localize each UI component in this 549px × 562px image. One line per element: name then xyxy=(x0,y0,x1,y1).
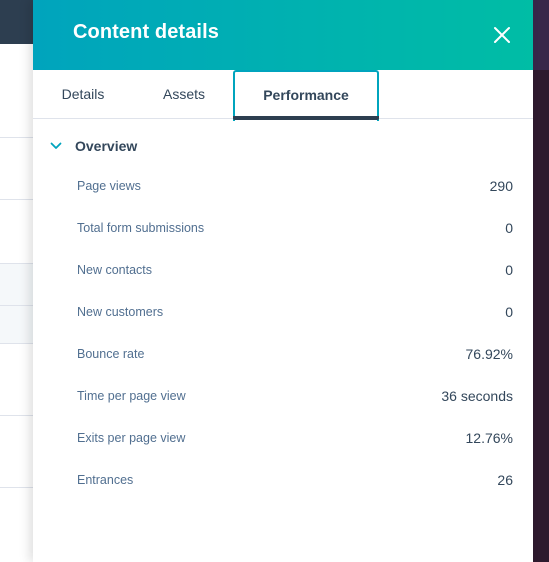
metric-label: New contacts xyxy=(77,263,153,277)
background-divider xyxy=(0,415,40,416)
metric-row-bounce-rate: Bounce rate 76.92% xyxy=(33,334,533,376)
tab-details[interactable]: Details xyxy=(61,86,105,102)
metric-value: 76.92% xyxy=(465,346,513,362)
tab-performance[interactable]: Performance xyxy=(233,70,379,121)
background-right-strip xyxy=(533,0,549,562)
metric-row-entrances: Entrances 26 xyxy=(33,460,533,502)
background-divider xyxy=(0,343,40,344)
metric-label: New customers xyxy=(77,305,164,319)
content-details-panel: Content details Details Assets Performan… xyxy=(33,0,533,562)
metric-value: 290 xyxy=(489,178,513,194)
overview-metrics: Page views 290 Total form submissions 0 … xyxy=(33,166,533,502)
chevron-down-icon xyxy=(50,140,62,152)
metric-row-new-customers: New customers 0 xyxy=(33,292,533,334)
metric-label: Exits per page view xyxy=(77,431,186,445)
tab-bar: Details Assets Performance xyxy=(33,70,533,121)
background-right-strip-top xyxy=(533,0,549,70)
metric-label: Total form submissions xyxy=(77,221,205,235)
metric-row-new-contacts: New contacts 0 xyxy=(33,250,533,292)
overview-label: Overview xyxy=(75,138,138,154)
metric-row-time-per-page-view: Time per page view 36 seconds xyxy=(33,376,533,418)
metric-label: Page views xyxy=(77,179,141,193)
tab-assets[interactable]: Assets xyxy=(162,86,205,102)
background-divider xyxy=(0,263,40,264)
background-divider xyxy=(0,137,40,138)
metric-row-total-form-submissions: Total form submissions 0 xyxy=(33,208,533,250)
metric-value: 12.76% xyxy=(465,430,513,446)
active-tab-indicator xyxy=(233,116,379,120)
metric-row-page-views: Page views 290 xyxy=(33,166,533,208)
background-divider xyxy=(0,487,40,488)
metric-label: Entrances xyxy=(77,473,134,487)
close-icon xyxy=(494,27,510,43)
metric-label: Time per page view xyxy=(77,389,186,403)
overview-toggle[interactable]: Overview xyxy=(50,136,137,156)
background-divider xyxy=(0,305,40,306)
metric-value: 26 xyxy=(497,472,513,488)
metric-value: 0 xyxy=(505,220,513,236)
background-divider xyxy=(0,199,40,200)
metric-label: Bounce rate xyxy=(77,347,145,361)
panel-header: Content details xyxy=(33,0,533,70)
panel-title: Content details xyxy=(73,21,219,43)
metric-value: 36 seconds xyxy=(441,388,513,404)
metric-row-exits-per-page-view: Exits per page view 12.76% xyxy=(33,418,533,460)
close-button[interactable] xyxy=(491,24,513,46)
metric-value: 0 xyxy=(505,262,513,278)
metric-value: 0 xyxy=(505,304,513,320)
